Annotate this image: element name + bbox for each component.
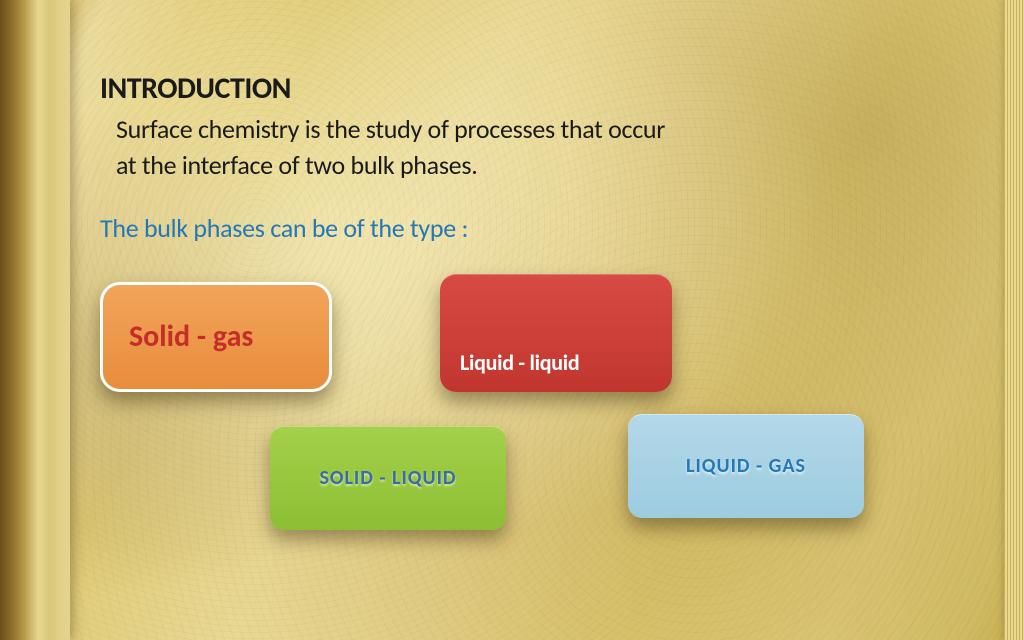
card-liquid-liquid-label: Liquid - liquid xyxy=(460,349,579,376)
phase-cards-container: Solid - gas Liquid - liquid SOLID - LIQU… xyxy=(100,274,980,554)
slide-title: INTRODUCTION xyxy=(100,70,1024,107)
card-solid-liquid-label: SOLID - LIQUID xyxy=(319,466,456,490)
card-liquid-gas: LIQUID - GAS xyxy=(628,414,864,518)
card-solid-gas: Solid - gas xyxy=(100,282,332,392)
card-solid-liquid: SOLID - LIQUID xyxy=(270,426,506,530)
card-solid-gas-label: Solid - gas xyxy=(129,318,253,355)
slide-subheading: The bulk phases can be of the type : xyxy=(100,212,1024,244)
slide-body-text: Surface chemistry is the study of proces… xyxy=(116,111,676,184)
slide-content: INTRODUCTION Surface chemistry is the st… xyxy=(0,0,1024,640)
card-liquid-gas-label: LIQUID - GAS xyxy=(686,454,806,478)
card-liquid-liquid: Liquid - liquid xyxy=(440,274,672,392)
